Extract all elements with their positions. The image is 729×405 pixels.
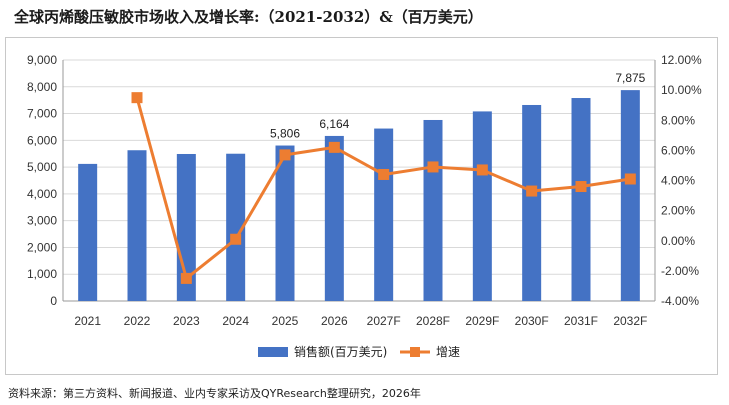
y-left-tick-label: 2,000 bbox=[27, 240, 57, 254]
x-tick-label: 2023 bbox=[173, 314, 200, 328]
growth-point bbox=[180, 272, 192, 284]
y-left-tick-label: 7,000 bbox=[27, 107, 57, 121]
y-right-tick-label: 8.00% bbox=[661, 113, 695, 127]
growth-point bbox=[131, 92, 143, 104]
y-right-tick-label: 10.00% bbox=[661, 83, 702, 97]
y-right-tick-label: 6.00% bbox=[661, 143, 695, 157]
y-left-tick-label: 8,000 bbox=[27, 80, 57, 94]
growth-point bbox=[427, 161, 439, 173]
y-right-tick-label: -4.00% bbox=[661, 294, 699, 308]
growth-point bbox=[476, 164, 488, 176]
growth-point bbox=[279, 149, 291, 161]
y-right-tick-label: 2.00% bbox=[661, 204, 695, 218]
data-label: 6,164 bbox=[319, 117, 349, 131]
growth-point bbox=[575, 181, 587, 193]
bar bbox=[472, 111, 492, 301]
y-left-tick-label: 1,000 bbox=[27, 267, 57, 281]
legend-bar-label: 销售额(百万美元) bbox=[294, 344, 387, 359]
chart-frame bbox=[5, 37, 718, 375]
page-title: 全球丙烯酸压敏胶市场收入及增长率:（2021-2032）&（百万美元） bbox=[14, 8, 483, 26]
bar bbox=[226, 153, 246, 301]
bar bbox=[324, 135, 344, 301]
y-right-tick-label: 4.00% bbox=[661, 174, 695, 188]
bar bbox=[275, 145, 295, 301]
x-tick-label: 2031F bbox=[564, 314, 598, 328]
y-left-tick-label: 0 bbox=[50, 294, 57, 308]
growth-point bbox=[378, 168, 390, 180]
y-left-tick-label: 5,000 bbox=[27, 160, 57, 174]
x-tick-label: 2029F bbox=[465, 314, 499, 328]
bar bbox=[522, 104, 542, 301]
x-tick-label: 2027F bbox=[367, 314, 401, 328]
bar bbox=[127, 150, 147, 301]
legend-line-marker bbox=[410, 347, 420, 357]
data-label: 5,806 bbox=[270, 127, 300, 141]
data-label: 7,875 bbox=[615, 71, 645, 85]
y-left-tick-label: 3,000 bbox=[27, 214, 57, 228]
x-tick-label: 2032F bbox=[613, 314, 647, 328]
bar bbox=[374, 128, 394, 301]
x-tick-label: 2028F bbox=[416, 314, 450, 328]
growth-point bbox=[526, 185, 538, 197]
legend-line-label: 增速 bbox=[436, 345, 460, 359]
bar bbox=[620, 90, 640, 301]
legend-bar-swatch bbox=[258, 347, 288, 357]
growth-point bbox=[230, 233, 242, 245]
x-tick-label: 2026 bbox=[321, 314, 348, 328]
bar bbox=[78, 163, 98, 301]
bar bbox=[423, 119, 443, 301]
y-left-tick-label: 4,000 bbox=[27, 187, 57, 201]
bar bbox=[571, 98, 591, 301]
y-left-tick-label: 6,000 bbox=[27, 133, 57, 147]
y-right-tick-label: 12.00% bbox=[661, 53, 702, 67]
y-right-tick-label: -2.00% bbox=[661, 264, 699, 278]
source-note: 资料来源：第三方资料、新闻报道、业内专家采访及QYResearch整理研究，20… bbox=[8, 387, 421, 400]
x-tick-label: 2021 bbox=[74, 314, 101, 328]
x-tick-label: 2022 bbox=[124, 314, 151, 328]
x-tick-label: 2030F bbox=[515, 314, 549, 328]
growth-point bbox=[624, 173, 636, 185]
growth-point bbox=[328, 141, 340, 153]
y-right-tick-label: 0.00% bbox=[661, 234, 695, 248]
y-left-tick-label: 9,000 bbox=[27, 53, 57, 67]
x-tick-label: 2024 bbox=[222, 314, 249, 328]
x-tick-label: 2025 bbox=[272, 314, 299, 328]
